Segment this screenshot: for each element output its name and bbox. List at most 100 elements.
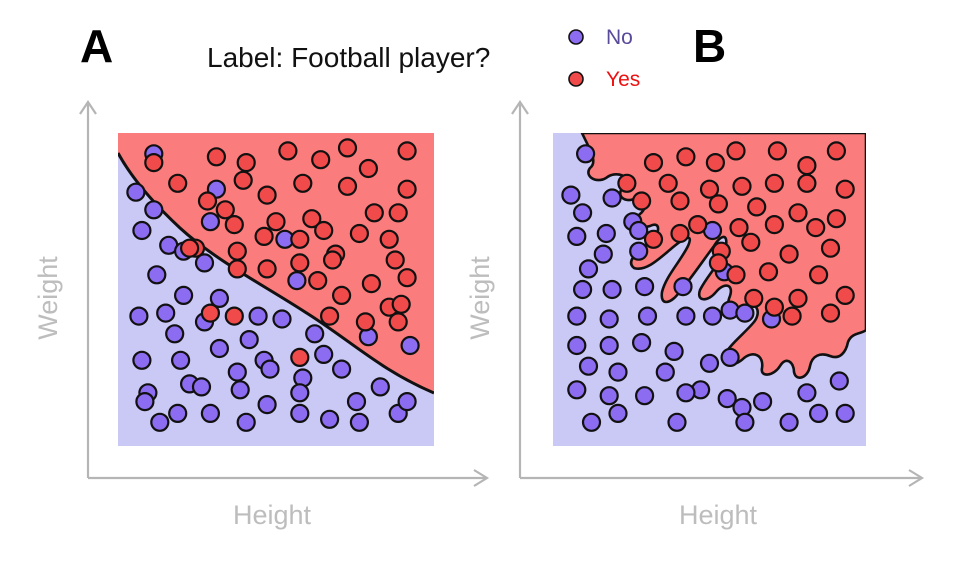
panel-a-point-no-28 — [400, 335, 420, 356]
panel-b-point-no-8 — [593, 244, 613, 264]
panel-b-point-yes-11 — [764, 173, 785, 193]
panel-b-point-no-9 — [629, 241, 649, 261]
panel-b-point-no-12 — [572, 279, 593, 300]
panel-b-point-no-1 — [561, 185, 581, 205]
panel-b-x-axis-label: Height — [679, 500, 758, 530]
panel-b-point-no-13 — [602, 279, 622, 300]
panel-b-point-no-6 — [629, 220, 649, 241]
panel-a-point-yes-10 — [257, 185, 277, 205]
panel-b-point-no-21 — [676, 306, 696, 326]
panel-a-point-yes-39 — [320, 306, 340, 326]
panel-a-point-yes-29 — [227, 259, 247, 279]
panel-b-point-no-29 — [699, 353, 720, 373]
panel-b-point-yes-22 — [764, 215, 785, 235]
panel-a-point-yes-9 — [233, 170, 253, 190]
panel-a-point-yes-8 — [168, 173, 188, 193]
panel-a-point-no-12 — [174, 285, 194, 305]
panel-a-point-yes-4 — [311, 150, 331, 170]
panel-b-point-no-15 — [673, 277, 693, 297]
panel-a-point-no-13 — [209, 288, 229, 308]
panel-b-point-no-35 — [567, 380, 587, 400]
panel-a-point-no-37 — [370, 377, 390, 397]
panel-a-point-no-19 — [165, 324, 185, 344]
panel-a-point-yes-22 — [290, 229, 310, 249]
legend: No Yes — [568, 26, 640, 91]
panel-a-point-yes-36 — [397, 268, 417, 288]
panel-b-point-yes-28 — [820, 238, 841, 258]
panel-a-point-yes-42 — [180, 238, 200, 258]
panel-b-point-no-50 — [835, 403, 855, 423]
panel-b-point-yes-27 — [779, 244, 799, 264]
legend-no-marker — [568, 29, 584, 45]
panel-b-point-yes-16 — [708, 194, 729, 214]
panel-a-points — [126, 138, 420, 432]
panel-a-point-no-4 — [132, 220, 152, 241]
panel-b-point-yes-3 — [726, 141, 746, 161]
panel-a-point-no-3 — [144, 200, 164, 220]
panel-b-y-axis-label: Weight — [465, 256, 495, 340]
panel-a-point-yes-23 — [314, 220, 334, 241]
panel-a-point-no-47 — [320, 409, 340, 429]
panel-b-point-no-31 — [578, 356, 599, 376]
panel-b-point-yes-15 — [670, 191, 690, 211]
panel-a-point-no-21 — [209, 338, 229, 359]
panel-a-point-yes-1 — [206, 147, 226, 167]
panel-b-point-yes-38 — [764, 297, 785, 317]
panel-b-point-no-33 — [655, 362, 675, 382]
panel-a-point-yes-33 — [385, 250, 405, 270]
panel-b-point-no-30 — [720, 347, 740, 367]
panel-a-point-no-48 — [349, 412, 369, 432]
panel-a-point-no-38 — [135, 392, 155, 412]
panel-b-point-yes-37 — [708, 253, 729, 273]
panel-a-point-no-39 — [191, 377, 212, 397]
legend-yes-marker — [568, 71, 584, 87]
panel-b-point-no-41 — [797, 383, 817, 403]
panel-b-point-no-3 — [572, 203, 593, 223]
panel-a-point-no-10 — [287, 271, 307, 291]
panel-b-point-no-10 — [578, 259, 599, 279]
panel-a-point-yes-6 — [358, 158, 378, 179]
legend-no-label: No — [606, 26, 633, 49]
panel-b-point-yes-23 — [806, 218, 826, 238]
panel-b-point-no-18 — [567, 306, 587, 326]
panel-b-point-no-5 — [596, 223, 616, 244]
panel-b-point-yes-14 — [631, 191, 652, 211]
panel-a-point-yes-0 — [144, 153, 164, 173]
panel-a-point-yes-12 — [337, 176, 358, 196]
panel-a-point-no-42 — [150, 412, 170, 432]
panel-a-point-no-41 — [346, 392, 367, 412]
panel-b-point-no-0 — [575, 144, 596, 164]
panel-b-point-yes-4 — [767, 141, 788, 161]
panel-b-letter: B — [693, 20, 726, 72]
panel-a: Height Weight — [33, 100, 490, 530]
panel-b-point-yes-24 — [643, 229, 664, 249]
panel-b-point-no-2 — [602, 188, 622, 208]
panel-b-point-yes-6 — [797, 156, 817, 176]
panel-b-point-yes-5 — [826, 141, 847, 161]
panel-a-point-no-32 — [332, 359, 352, 379]
panel-a-point-no-20 — [239, 330, 259, 350]
panel-b-point-no-28 — [664, 341, 684, 361]
panel-b-point-yes-0 — [643, 153, 664, 173]
panel-b-point-yes-29 — [726, 265, 746, 285]
panel-b-x-axis-arrowhead — [908, 469, 925, 487]
panel-a-point-yes-40 — [355, 312, 375, 332]
panel-b-point-yes-31 — [808, 265, 829, 285]
panel-b-point-no-42 — [829, 371, 849, 391]
panel-b-point-yes-33 — [788, 288, 808, 308]
panel-a-point-yes-31 — [290, 253, 310, 273]
panel-a-point-yes-24 — [349, 223, 369, 244]
panel-b-point-yes-35 — [782, 306, 802, 326]
panel-a-point-yes-11 — [293, 173, 313, 193]
panel-b-point-no-48 — [779, 412, 799, 432]
panel-a-point-yes-27 — [227, 241, 247, 261]
panel-a-point-no-29 — [227, 362, 247, 382]
panel-b-point-yes-8 — [658, 173, 678, 193]
panel-a-point-yes-34 — [308, 271, 328, 291]
panel-b-point-no-20 — [637, 306, 658, 326]
panel-a-x-axis-arrowhead — [473, 469, 490, 487]
panel-b: Height Weight — [465, 100, 925, 530]
panel-a-point-no-18 — [272, 309, 292, 329]
panel-a-point-yes-30 — [257, 259, 277, 279]
panel-a-point-yes-46 — [200, 303, 220, 323]
